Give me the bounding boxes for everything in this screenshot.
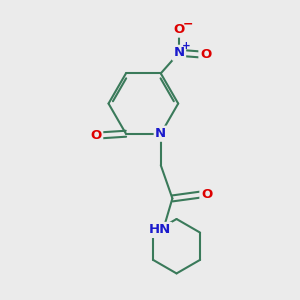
Text: −: −	[183, 17, 194, 30]
Text: N: N	[155, 127, 166, 140]
Text: HN: HN	[149, 224, 171, 236]
Text: O: O	[201, 188, 212, 201]
Text: O: O	[173, 23, 185, 36]
Text: +: +	[182, 41, 191, 51]
Text: O: O	[91, 129, 102, 142]
Text: N: N	[173, 46, 184, 59]
Text: O: O	[200, 48, 211, 61]
